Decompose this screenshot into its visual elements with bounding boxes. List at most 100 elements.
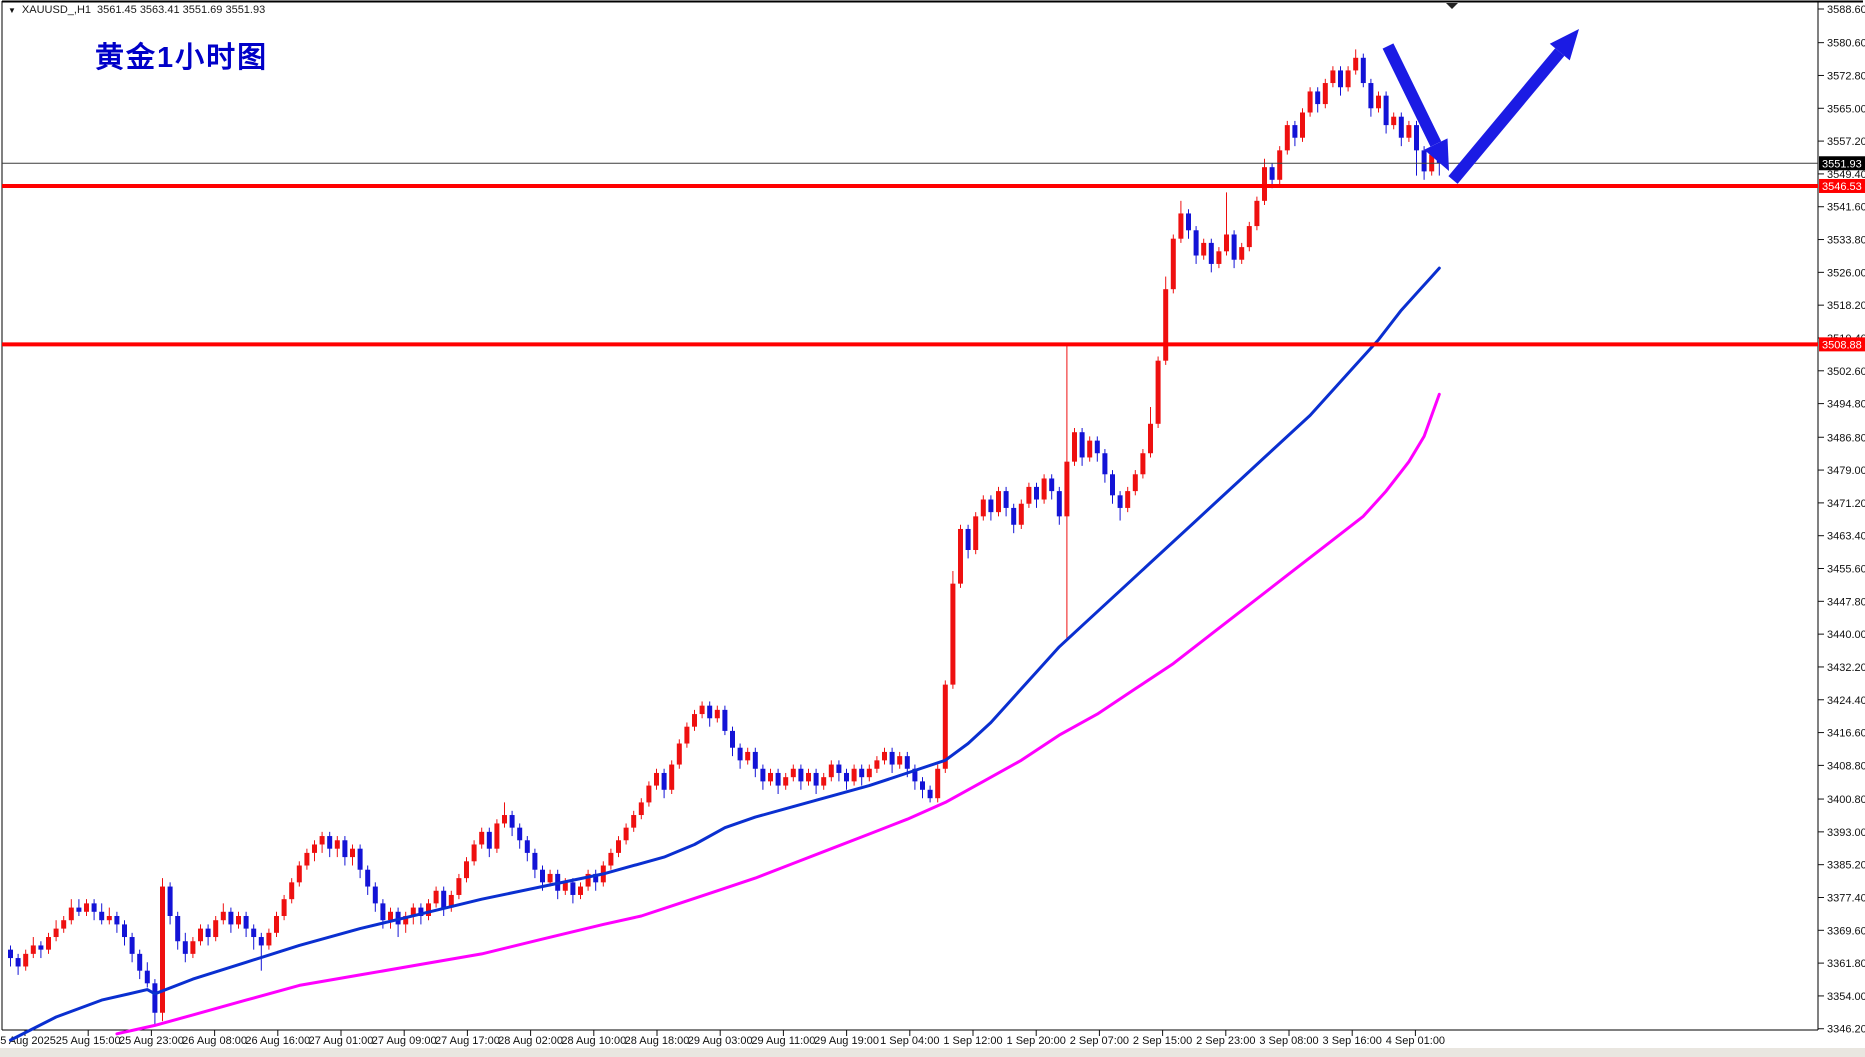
candle-body [889,751,895,765]
candle-body [1269,167,1275,180]
candle-body [1315,91,1321,105]
candle-body [593,873,599,883]
candle-body [722,709,728,731]
candle-body [99,911,105,921]
candle-body [1064,461,1070,517]
candle-body [1011,507,1017,525]
candle-body [1201,242,1207,256]
candle-body [1186,213,1191,231]
candle-body [372,886,378,904]
candle-body [114,915,120,925]
candle-body [342,840,348,858]
candle-body [84,903,89,912]
candle-body [8,949,13,959]
candle-body [920,781,925,790]
x-axis-label: 27 Aug 01:00 [309,1035,374,1047]
candle-body [1254,200,1260,227]
candle-body [357,848,363,870]
candle-body [532,852,538,870]
candle-body [752,751,758,769]
candle-body [1345,70,1351,88]
candle-body [175,915,181,942]
x-axis-label: 25 Aug 2025 [0,1035,56,1047]
candle-body [927,789,933,799]
candle-body [707,705,713,719]
x-axis-label: 27 Aug 17:00 [435,1035,500,1047]
candle-body [806,772,811,782]
candle-body [334,840,340,849]
candle-body [53,928,59,938]
x-axis-label: 1 Sep 20:00 [1007,1035,1066,1047]
x-axis-label: 3 Sep 16:00 [1323,1035,1382,1047]
candle-body [1398,116,1404,138]
candle-body [1406,125,1412,138]
y-axis-label: 3494.80 [1827,399,1865,411]
candle-body [418,907,424,916]
y-axis-label: 3572.80 [1827,70,1865,82]
forecast-up-arrow[interactable] [1448,48,1565,184]
forecast-down-arrow[interactable] [1382,43,1442,147]
y-axis-label: 3533.80 [1827,235,1865,247]
candle-body [296,865,302,883]
ma-fast-blue-line [9,266,1441,1042]
ma-slow-magenta-line [115,392,1441,1036]
candle-body [1368,83,1374,109]
candle-body [1148,423,1153,454]
candle-body [669,764,675,790]
candle-body [1353,57,1359,71]
candle-body [745,751,751,761]
candle-body [1231,234,1237,260]
x-axis-label: 27 Aug 09:00 [372,1035,437,1047]
candle-body [144,970,150,984]
y-axis-label: 3400.80 [1827,794,1865,806]
candle-body [578,886,583,895]
candle-body [1140,453,1146,475]
candle-body [479,831,485,845]
forecast-up-arrow-head [1549,29,1579,61]
x-axis-label: 3 Sep 08:00 [1259,1035,1318,1047]
y-axis-label: 3541.60 [1827,202,1865,214]
candle-body [167,886,173,916]
candle-body [638,802,644,816]
candle-body [1300,112,1305,138]
candle-body [61,920,67,929]
price-tag-label: 3546.53 [1822,181,1862,193]
candle-body [798,768,804,782]
candle-body [699,705,705,715]
symbol-dropdown-icon[interactable]: ▼ [8,5,16,15]
y-axis-label: 3580.60 [1827,38,1865,50]
y-axis-label: 3479.00 [1827,465,1865,477]
candle-body [228,911,234,925]
candle-body [1110,474,1115,496]
candle-body [106,915,112,921]
x-axis-label: 28 Aug 02:00 [498,1035,563,1047]
price-tag-box [1819,178,1865,193]
candle-body [274,915,279,933]
x-axis-label: 4 Sep 01:00 [1386,1035,1445,1047]
candle-body [980,499,986,517]
candle-body [350,848,355,858]
candle-body [220,911,226,921]
candle-body [874,760,880,769]
candle-body [448,894,454,908]
candle-body [15,958,21,967]
candle-body [426,903,431,916]
candle-body [1117,495,1123,508]
candle-body [289,882,295,900]
candle-body [1307,91,1313,113]
candle-body [410,907,416,916]
candle-body [236,915,241,925]
candle-body [836,764,842,773]
candle-body [38,945,44,950]
symbol-title: XAUUSD_,H1 [21,4,91,16]
x-axis-label: 2 Sep 07:00 [1070,1035,1129,1047]
candle-body [844,772,849,782]
y-axis-label: 3361.80 [1827,958,1865,970]
candle-body [1132,474,1138,492]
candle-body [1087,440,1093,458]
candle-body [676,743,682,765]
candle-body [213,920,219,938]
candle-body [441,890,447,908]
y-axis-label: 3385.20 [1827,860,1865,872]
candle-body [30,945,36,954]
